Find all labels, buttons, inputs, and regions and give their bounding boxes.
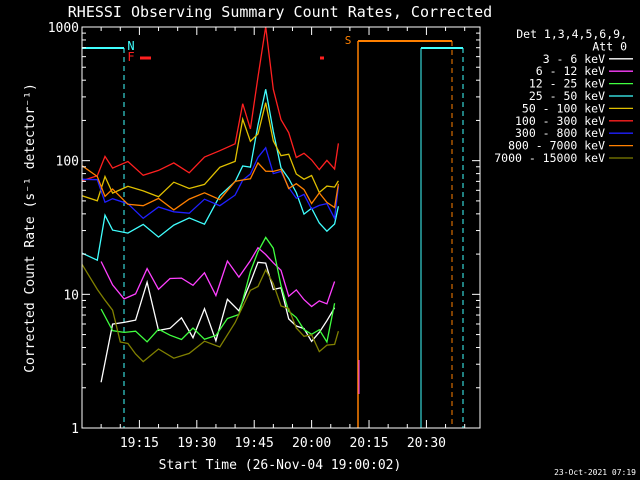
x-tick-label: 20:15 (349, 436, 388, 451)
series-line (100, 246, 336, 308)
y-tick-label: 10 (63, 288, 79, 303)
series-line (81, 26, 340, 182)
y-tick-label: 1000 (48, 21, 79, 36)
x-tick-label: 19:15 (120, 436, 159, 451)
x-tick-label: 20:30 (407, 436, 446, 451)
legend-label: 800 - 7000 keV (508, 139, 605, 153)
series-layer (81, 26, 340, 383)
x-tick-label: 20:00 (292, 436, 331, 451)
series-line (81, 263, 340, 363)
y-axis-label: Corrected Count Rate (s⁻¹ detector⁻¹) (23, 83, 38, 373)
legend-label: 12 - 25 keV (529, 77, 605, 91)
x-tick-label: 19:30 (177, 436, 216, 451)
flare-label: F (127, 50, 134, 64)
series-line (81, 89, 340, 262)
legend-label: 6 - 12 keV (536, 64, 605, 78)
footer-timestamp: 23-Oct-2021 07:19 (554, 468, 636, 477)
x-tick-label: 19:45 (235, 436, 274, 451)
series-line (81, 102, 339, 202)
legend-label: 50 - 100 keV (522, 101, 605, 115)
legend-label: 100 - 300 keV (515, 114, 605, 128)
y-tick-label: 1 (71, 422, 79, 437)
legend-title-line: Det 1,3,4,5,6,9, (516, 27, 627, 41)
annotation-layer: NF S (82, 34, 464, 428)
saa-label: S (345, 34, 352, 47)
legend-label: 300 - 800 keV (515, 126, 605, 140)
legend-label: 3 - 6 keV (543, 52, 605, 66)
legend-label: 25 - 50 keV (529, 89, 605, 103)
chart-title: RHESSI Observing Summary Count Rates, Co… (68, 3, 492, 21)
night-label: N (127, 39, 134, 53)
series-line (81, 146, 340, 221)
y-tick-label: 100 (56, 155, 79, 170)
legend-label: 7000 - 15000 keV (494, 151, 605, 165)
series-line (81, 161, 340, 211)
legend-title-line: Att 0 (592, 39, 627, 53)
plot-frame (81, 26, 481, 429)
axes-layer: 1 10 100 1000 19:15 19:30 19:45 20:00 20:15 20:30 (48, 21, 481, 451)
x-axis-label: Start Time (26-Nov-04 19:00:02) (159, 458, 402, 473)
